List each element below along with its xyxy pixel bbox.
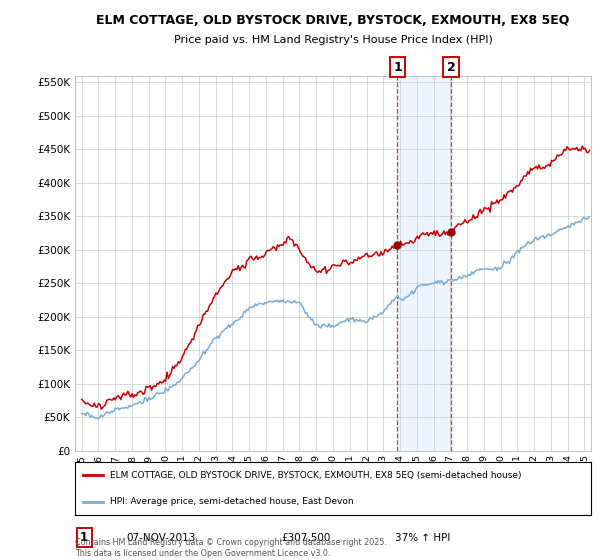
Text: Price paid vs. HM Land Registry's House Price Index (HPI): Price paid vs. HM Land Registry's House … (173, 35, 493, 45)
Text: ELM COTTAGE, OLD BYSTOCK DRIVE, BYSTOCK, EXMOUTH, EX8 5EQ (semi-detached house): ELM COTTAGE, OLD BYSTOCK DRIVE, BYSTOCK,… (110, 471, 521, 480)
Text: 07-NOV-2013: 07-NOV-2013 (127, 533, 196, 543)
Bar (397, 76, 451, 451)
Text: 37% ↑ HPI: 37% ↑ HPI (395, 533, 450, 543)
Text: £307,500: £307,500 (281, 533, 331, 543)
Text: Contains HM Land Registry data © Crown copyright and database right 2025.
This d: Contains HM Land Registry data © Crown c… (75, 538, 387, 558)
Text: 2: 2 (446, 61, 455, 74)
Text: 1: 1 (393, 61, 402, 74)
Text: 1: 1 (80, 531, 88, 544)
Text: HPI: Average price, semi-detached house, East Devon: HPI: Average price, semi-detached house,… (110, 497, 354, 506)
Text: ELM COTTAGE, OLD BYSTOCK DRIVE, BYSTOCK, EXMOUTH, EX8 5EQ: ELM COTTAGE, OLD BYSTOCK DRIVE, BYSTOCK,… (97, 14, 569, 27)
